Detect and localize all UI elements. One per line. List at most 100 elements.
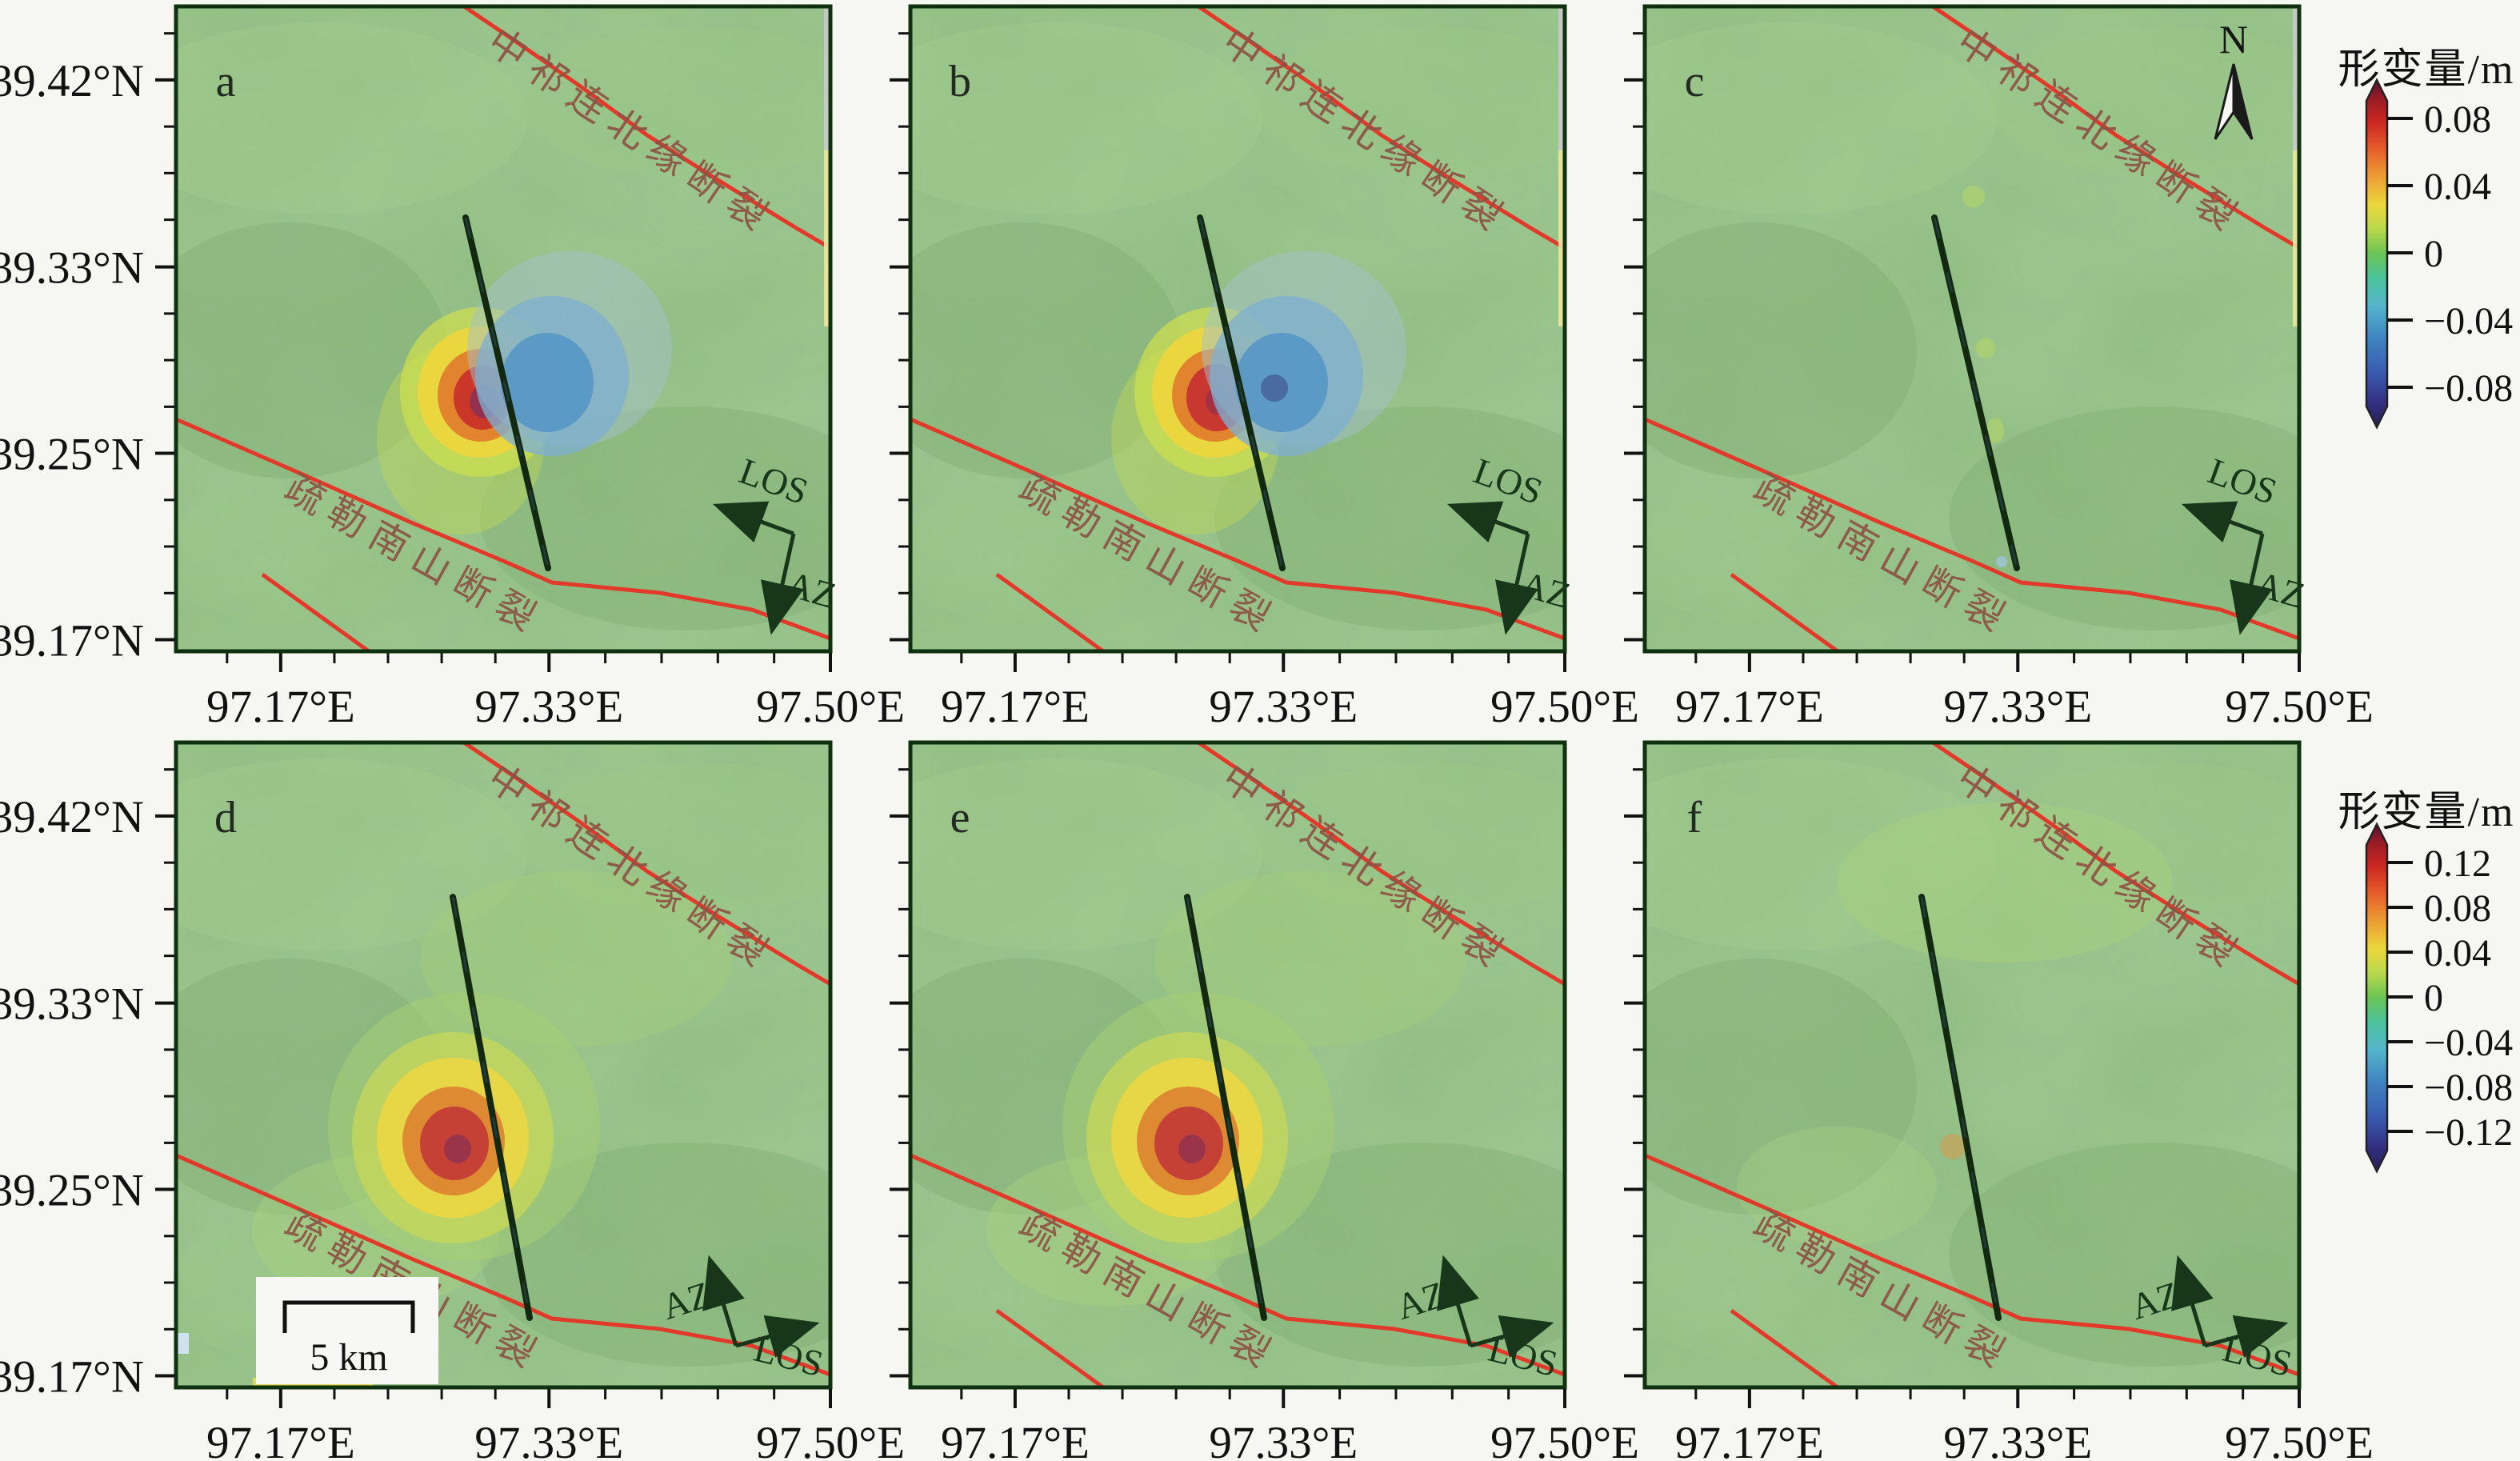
lat-tick-label: 39.42°N [0, 56, 144, 106]
panel-frame [174, 4, 833, 654]
seismogenic-fault-sheen [1920, 896, 2000, 1319]
lon-tick-label: 97.17°E [1675, 1418, 1824, 1461]
seismogenic-fault-sheen [1933, 217, 2018, 569]
north-fault-line [462, 6, 830, 250]
south-fault-branch-line [995, 572, 1105, 651]
lon-tick-label: 97.33°E [474, 1418, 623, 1461]
los-arrow [735, 1315, 820, 1358]
colorbar-tick-label: −0.04 [2424, 300, 2513, 342]
axis-ticks [1624, 32, 2301, 672]
colorbar-tick-label: 0.04 [2424, 166, 2491, 208]
axis-ticks [1624, 768, 2301, 1408]
colorbar-title-bottom: 形变量/m [2338, 790, 2515, 835]
az-arrow [761, 533, 804, 635]
panel-letter: f [1687, 793, 1702, 843]
edge-artifact-strip-yellow [824, 150, 830, 326]
seismogenic-fault-line [1184, 894, 1267, 1321]
lon-tick-label: 97.50°E [2225, 682, 2374, 732]
lon-tick-label: 97.33°E [1943, 1418, 2092, 1461]
deformation-lobe [1996, 556, 2007, 567]
terrain-texture [1645, 6, 2299, 651]
los-arrow [2204, 1315, 2289, 1358]
colorbar-tick-label: 0.08 [2424, 887, 2491, 930]
panel-frame [174, 740, 833, 1390]
edge-artifact-blue [176, 1333, 189, 1354]
north-fault-line [1197, 6, 1565, 250]
colorbar-bottom: 0.120.080.040−0.04−0.08−0.12 [2365, 822, 2513, 1174]
south-fault-branch-line [1730, 572, 1839, 651]
panel-frame [908, 4, 1567, 654]
colorbar-tick-label: −0.04 [2424, 1022, 2513, 1064]
colorbar-tick-label: 0.12 [2424, 843, 2491, 885]
lon-tick-label: 97.17°E [206, 1418, 355, 1461]
north-label: N [2219, 17, 2248, 62]
lat-tick-label: 39.33°N [0, 243, 144, 294]
panel-frame [1642, 4, 2302, 654]
panel-frame [1642, 740, 2302, 1390]
colorbar-tick-label: 0 [2424, 977, 2443, 1019]
edge-artifact-strip-yellow [2293, 150, 2299, 326]
lat-tick-label: 39.25°N [0, 430, 144, 480]
lat-tick-label: 39.33°N [0, 979, 144, 1030]
seismogenic-fault-line [1918, 894, 2002, 1321]
deformation-lobe [1962, 186, 1985, 208]
north-fault-line [1931, 6, 2299, 250]
seismogenic-fault-line [1197, 214, 1286, 571]
north-fault-line [1197, 743, 1565, 987]
south-fault-branch-line [261, 572, 370, 651]
axis-ticks [890, 32, 1566, 672]
axis-ticks [155, 32, 832, 672]
panel-letter: d [214, 793, 237, 843]
lon-tick-label: 97.50°E [1490, 682, 1639, 732]
az-arrow [1495, 533, 1538, 635]
los-arrow [712, 501, 794, 543]
az-arrow [1437, 1255, 1479, 1347]
south-fault-branch-line [1730, 1308, 1839, 1387]
los-arrow [1446, 501, 1529, 543]
panel-letter: c [1685, 57, 1705, 106]
lon-tick-label: 97.33°E [1209, 682, 1358, 732]
colorbar-title-top: 形变量/m [2338, 47, 2515, 93]
colorbar-tick-label: −0.12 [2424, 1111, 2513, 1154]
lon-tick-label: 97.50°E [756, 682, 905, 732]
north-fault-line [1931, 743, 2299, 987]
colorbar-tick-label: 0.08 [2424, 98, 2491, 141]
map-panel-d: 中祁连北缘断裂疏勒南山断裂39.42°N39.33°N39.25°N39.17°… [0, 740, 905, 1461]
edge-artifact-strip-yellow [1558, 150, 1565, 326]
seismogenic-fault-sheen [464, 217, 550, 569]
panel-letter: b [949, 57, 971, 106]
lon-tick-label: 97.17°E [1675, 682, 1824, 732]
edge-artifact-strip-gray [824, 6, 830, 150]
lon-tick-label: 97.50°E [2225, 1418, 2374, 1461]
south-fault-line [176, 417, 830, 641]
south-fault-line [910, 417, 1565, 641]
colorbar-tick-label: −0.08 [2424, 367, 2513, 410]
colorbar-tick-label: 0 [2424, 233, 2443, 275]
deformation-blobs [1962, 186, 2007, 567]
south-fault-line [1645, 417, 2299, 641]
seismogenic-fault-line [450, 894, 533, 1321]
colorbar-top: 0.08 0.04 0 −0.04 −0.08 [2365, 78, 2513, 430]
lon-tick-label: 97.33°E [1209, 1418, 1358, 1461]
north-fault-line [462, 743, 830, 987]
deformation-lobe [1940, 1134, 1966, 1159]
az-arrow [702, 1255, 745, 1347]
lon-tick-label: 97.50°E [756, 1418, 905, 1461]
lon-tick-label: 97.17°E [941, 1418, 1090, 1461]
lat-tick-label: 39.17°N [0, 1351, 144, 1402]
lon-tick-label: 97.50°E [1490, 1418, 1639, 1461]
panel-frame [908, 740, 1567, 1390]
deformation-blobs [252, 871, 732, 1307]
lat-tick-label: 39.25°N [0, 1166, 144, 1216]
seismogenic-fault-sheen [451, 896, 531, 1319]
south-fault-branch-line [995, 1308, 1105, 1387]
